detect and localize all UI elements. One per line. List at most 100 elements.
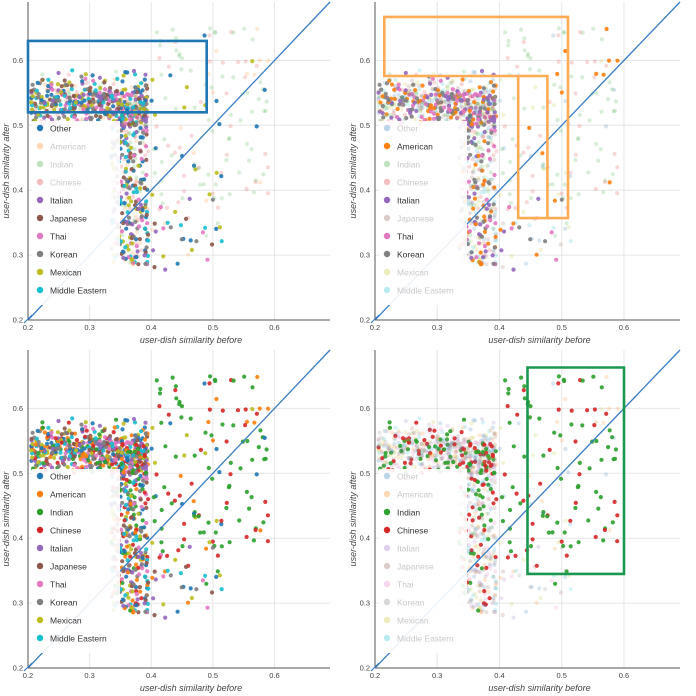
data-point [519,27,524,32]
data-point [207,192,212,197]
data-point [408,458,413,463]
x-tick-label: 0.2 [23,323,33,332]
data-point [530,521,535,526]
data-point [59,84,64,89]
data-point [134,603,139,608]
y-tick-label: 0.4 [13,534,23,543]
data-point [134,122,139,127]
data-point [474,470,479,475]
data-point [559,197,564,202]
data-point [206,172,211,177]
data-point [487,214,493,219]
data-point [141,130,146,135]
data-point [474,122,479,127]
data-point [146,238,151,243]
legend-marker [36,562,44,570]
data-point [242,374,247,379]
data-point [142,253,147,258]
data-point [458,96,463,101]
data-point [433,110,439,115]
data-point [476,493,481,498]
data-point [413,117,418,122]
data-point [131,190,136,195]
data-point [481,530,486,535]
data-point [30,82,35,87]
data-point [189,133,194,138]
data-point [173,106,178,111]
data-point [474,595,479,600]
data-point [377,430,382,435]
data-point [224,505,229,511]
data-point [472,544,477,549]
data-point [50,87,55,92]
axis-break-mark [23,314,33,324]
data-point [55,82,61,87]
data-point [134,255,139,260]
data-point [450,435,455,440]
data-point [143,609,148,614]
data-point [509,574,514,579]
data-point [389,115,394,120]
data-point [490,106,495,111]
data-point [438,457,443,462]
data-point [438,95,443,100]
data-point [69,435,74,440]
data-point [191,163,197,168]
data-point [84,464,89,469]
data-point [88,112,93,117]
data-point [435,99,440,104]
data-point [522,106,527,111]
data-point [59,432,64,437]
data-point [145,221,150,226]
data-point [120,597,125,602]
data-point [136,96,141,102]
data-point [594,141,599,146]
data-point [470,183,475,189]
data-point [540,513,545,518]
y-tick-label: 0.5 [13,469,23,478]
data-point [546,530,552,535]
data-point [400,88,406,93]
data-point [599,385,604,390]
data-point [376,100,381,105]
data-point [466,239,471,244]
data-point [178,125,183,130]
data-point [182,105,187,110]
data-point [165,205,170,210]
data-point [413,465,418,470]
data-point [599,59,604,64]
data-point [399,455,404,460]
data-point [131,416,137,422]
data-point [569,408,574,413]
data-point [144,212,149,217]
data-point [243,59,248,64]
x-tick-label: 0.5 [208,671,218,680]
data-point [136,554,141,559]
data-point [389,82,395,87]
data-point [101,115,106,120]
data-point [143,153,148,158]
data-point [128,206,133,211]
data-point [472,477,477,483]
data-point [116,106,121,111]
data-point [537,416,542,421]
data-point [143,83,148,88]
legend-marker [383,124,391,132]
data-point [140,483,145,488]
data-point [136,476,141,482]
data-point [67,439,72,444]
data-point [213,182,218,187]
data-point [224,152,229,157]
data-point [204,546,209,551]
legend-marker [36,490,44,498]
legend-marker [383,526,391,534]
data-point [492,593,497,598]
data-point [615,165,620,170]
data-point [445,86,451,91]
x-tick-label: 0.6 [619,323,629,332]
legend-marker [383,286,391,294]
data-point [206,465,211,471]
data-point [91,78,96,83]
data-point [253,179,258,185]
data-point [119,179,124,184]
